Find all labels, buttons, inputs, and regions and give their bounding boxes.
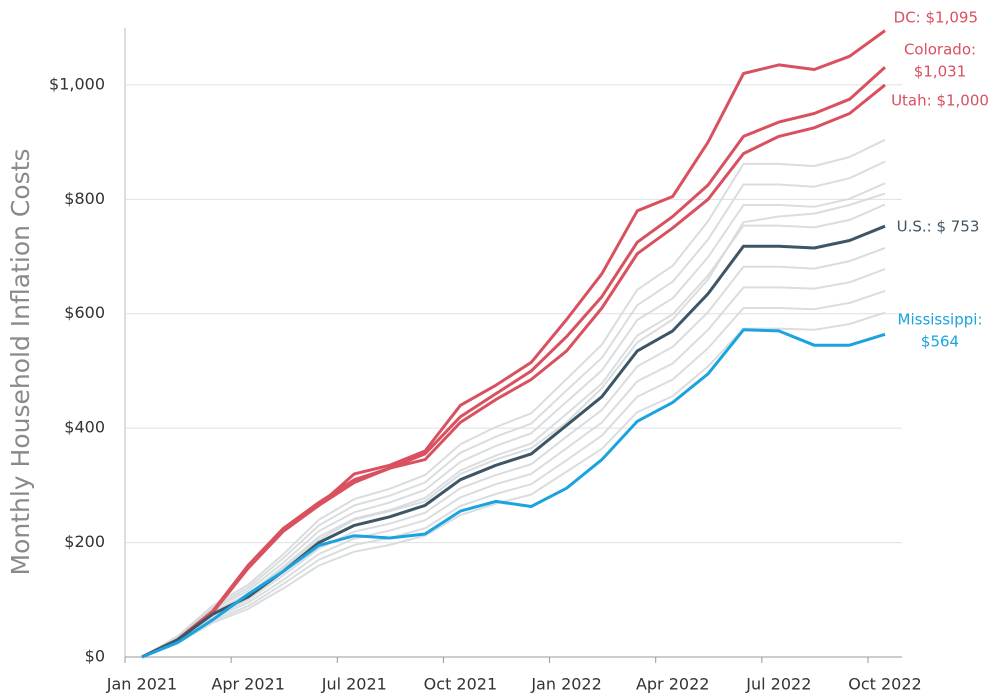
series-line bbox=[141, 203, 886, 658]
series-line bbox=[141, 289, 886, 658]
series-line bbox=[141, 66, 887, 659]
x-tick-label: Jan 2022 bbox=[530, 675, 601, 694]
x-tick-label: Jan 2021 bbox=[106, 675, 177, 694]
y-axis-title: Monthly Household Inflation Costs bbox=[6, 148, 35, 575]
series-line bbox=[141, 268, 886, 658]
series-line bbox=[141, 247, 886, 658]
series-line bbox=[141, 328, 886, 659]
y-tick-label: $600 bbox=[64, 303, 105, 322]
series-label: DC: $1,095 bbox=[894, 9, 978, 27]
series-label: U.S.: $ 753 bbox=[897, 218, 980, 236]
y-tick-label: $800 bbox=[64, 189, 105, 208]
x-tick-label: Oct 2021 bbox=[424, 675, 497, 694]
series-label: $564 bbox=[921, 333, 959, 351]
series-line bbox=[141, 182, 886, 658]
x-tick-label: Apr 2021 bbox=[211, 675, 284, 694]
series-label: Colorado: bbox=[904, 41, 976, 59]
series-label: Utah: $1,000 bbox=[891, 92, 989, 110]
y-tick-label: $200 bbox=[64, 532, 105, 551]
series-line bbox=[141, 311, 886, 658]
series-line bbox=[141, 160, 886, 658]
y-tick-label: $1,000 bbox=[49, 74, 105, 93]
x-tick-label: Apr 2022 bbox=[636, 675, 709, 694]
x-tick-label: Oct 2022 bbox=[848, 675, 921, 694]
series-label: Mississippi: bbox=[898, 311, 983, 329]
series-line bbox=[141, 83, 886, 659]
series-line bbox=[141, 138, 886, 658]
y-tick-label: $400 bbox=[64, 418, 105, 437]
x-tick-label: Jul 2021 bbox=[321, 675, 387, 694]
y-tick-label: $0 bbox=[85, 647, 105, 666]
x-tick-label: Jul 2022 bbox=[745, 675, 811, 694]
series-label: $1,031 bbox=[914, 63, 967, 81]
